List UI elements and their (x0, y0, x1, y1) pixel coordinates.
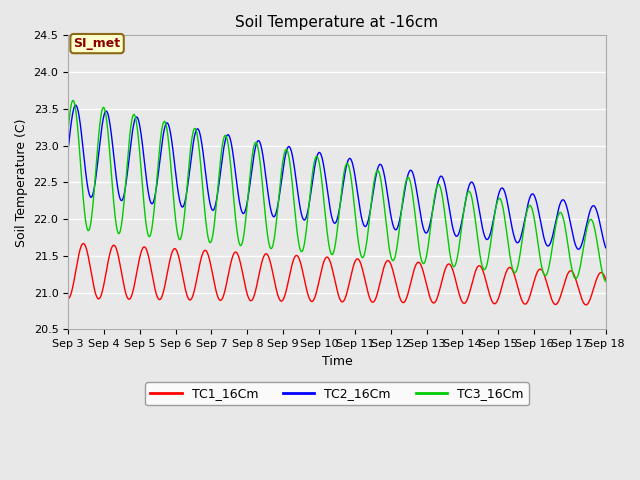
TC1_16Cm (126, 296, 134, 302)
TC2_16Cm (534, 203, 541, 209)
Line: TC1_16Cm: TC1_16Cm (68, 243, 605, 305)
TC3_16Cm (534, 237, 541, 242)
X-axis label: Time: Time (321, 355, 352, 368)
TC2_16Cm (72, 102, 79, 108)
Legend: TC1_16Cm, TC2_16Cm, TC3_16Cm: TC1_16Cm, TC2_16Cm, TC3_16Cm (145, 383, 529, 406)
TC1_16Cm (582, 302, 590, 308)
TC3_16Cm (126, 134, 134, 140)
TC3_16Cm (64, 127, 72, 133)
TC1_16Cm (534, 269, 541, 275)
TC1_16Cm (294, 253, 301, 259)
Y-axis label: Soil Temperature (C): Soil Temperature (C) (15, 118, 28, 247)
TC1_16Cm (64, 296, 72, 301)
TC1_16Cm (271, 278, 278, 284)
Line: TC2_16Cm: TC2_16Cm (68, 105, 605, 249)
TC1_16Cm (602, 276, 609, 282)
TC2_16Cm (271, 214, 278, 219)
Text: SI_met: SI_met (74, 37, 121, 50)
TC1_16Cm (157, 295, 165, 300)
TC1_16Cm (591, 279, 599, 285)
Title: Soil Temperature at -16cm: Soil Temperature at -16cm (236, 15, 438, 30)
TC2_16Cm (157, 144, 165, 150)
Line: TC3_16Cm: TC3_16Cm (68, 100, 605, 281)
TC1_16Cm (79, 240, 87, 246)
TC3_16Cm (157, 128, 165, 134)
TC3_16Cm (591, 229, 599, 235)
TC2_16Cm (294, 189, 301, 195)
TC3_16Cm (602, 278, 609, 284)
TC2_16Cm (602, 245, 609, 251)
TC2_16Cm (575, 246, 582, 252)
TC3_16Cm (69, 97, 77, 103)
TC2_16Cm (126, 151, 134, 156)
TC2_16Cm (64, 146, 72, 152)
TC3_16Cm (271, 234, 278, 240)
TC2_16Cm (591, 205, 599, 211)
TC3_16Cm (294, 234, 301, 240)
